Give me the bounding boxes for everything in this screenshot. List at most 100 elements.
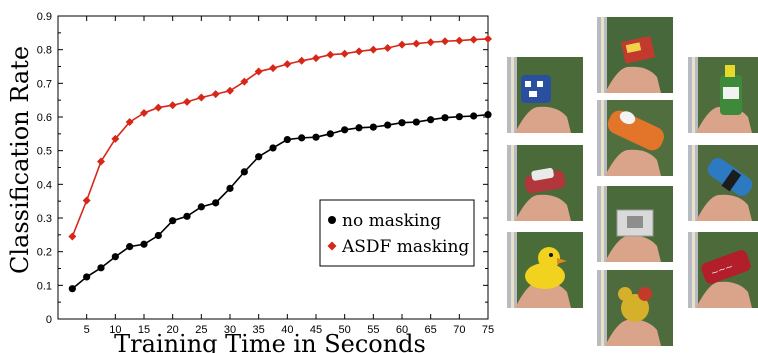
y-tick-label: 0.1 bbox=[37, 280, 52, 292]
object-image bbox=[597, 270, 673, 346]
data-point bbox=[383, 43, 392, 52]
y-tick-label: 0.5 bbox=[37, 146, 52, 158]
x-tick-label: 50 bbox=[339, 324, 351, 336]
data-point bbox=[484, 111, 492, 119]
plot-area: 0 0.1 0.2 0.3 0.4 0.5 0.6 0.7 0.8 0.9 5 10 15 20 25 30 3… bbox=[37, 11, 494, 336]
legend-box bbox=[319, 199, 475, 267]
data-point bbox=[126, 243, 134, 251]
x-tick-label: 5 bbox=[84, 324, 90, 336]
object-image bbox=[507, 57, 583, 133]
data-point bbox=[312, 54, 320, 63]
x-tick-label: 70 bbox=[453, 324, 465, 336]
line-chart: Classification Rate Training Time in Sec… bbox=[6, 11, 494, 353]
x-tick-label: 75 bbox=[482, 324, 494, 336]
plot-frame bbox=[57, 15, 489, 320]
object-image bbox=[507, 145, 583, 221]
x-tick-label: 45 bbox=[310, 324, 322, 336]
legend: no masking ASDF masking bbox=[319, 199, 475, 267]
y-axis-title: Classification Rate bbox=[6, 46, 34, 274]
data-point bbox=[398, 40, 406, 49]
object-image bbox=[688, 145, 758, 221]
data-point bbox=[355, 47, 363, 56]
data-point bbox=[427, 116, 435, 124]
y-tick-label: 0.7 bbox=[37, 78, 52, 90]
data-point bbox=[240, 77, 249, 86]
data-point bbox=[169, 217, 177, 225]
data-point bbox=[269, 64, 277, 73]
data-point bbox=[154, 231, 162, 240]
data-point bbox=[412, 118, 420, 126]
y-tick-label: 0 bbox=[46, 314, 52, 326]
data-point bbox=[340, 49, 349, 58]
object-image bbox=[597, 186, 673, 262]
data-point bbox=[283, 135, 291, 144]
data-point bbox=[111, 134, 120, 143]
x-tick-label: 25 bbox=[195, 324, 207, 336]
object-image: ~~~ bbox=[688, 232, 758, 308]
x-axis-title: Training Time in Seconds bbox=[114, 330, 426, 353]
data-point bbox=[255, 153, 263, 161]
data-point bbox=[484, 34, 492, 43]
x-tick-label: 65 bbox=[425, 324, 437, 336]
x-tick-label: 35 bbox=[253, 324, 265, 336]
y-tick-label: 0.3 bbox=[37, 213, 52, 225]
x-tick-label: 10 bbox=[109, 324, 121, 336]
data-point bbox=[341, 126, 349, 134]
legend-label: ASDF masking bbox=[341, 237, 469, 257]
legend-marker bbox=[327, 241, 337, 251]
data-point bbox=[441, 114, 449, 122]
object-thumbnail bbox=[597, 186, 673, 262]
object-thumbnail bbox=[597, 17, 673, 93]
data-point bbox=[312, 133, 320, 141]
y-tick-label: 0.2 bbox=[37, 247, 52, 259]
data-point bbox=[355, 124, 363, 132]
x-tick-label: 55 bbox=[367, 324, 379, 336]
object-thumbnail bbox=[507, 145, 583, 221]
data-point bbox=[469, 35, 478, 44]
x-tick-label: 40 bbox=[281, 324, 293, 336]
data-point bbox=[298, 134, 306, 142]
data-point bbox=[68, 285, 76, 293]
data-point bbox=[441, 37, 449, 46]
object-image bbox=[597, 100, 673, 176]
data-point bbox=[183, 97, 191, 106]
y-tick-label: 0.8 bbox=[37, 45, 52, 57]
data-point bbox=[197, 93, 206, 102]
x-tick-label: 20 bbox=[167, 324, 179, 336]
data-point bbox=[97, 157, 105, 166]
data-point bbox=[369, 45, 378, 54]
object-thumbnail bbox=[688, 145, 758, 221]
object-thumbnail bbox=[597, 270, 673, 346]
data-point bbox=[297, 56, 306, 65]
x-tick-label: 30 bbox=[224, 324, 236, 336]
data-point bbox=[283, 60, 292, 69]
object-image bbox=[688, 57, 758, 133]
data-point bbox=[140, 108, 148, 117]
data-point bbox=[326, 130, 334, 138]
data-point bbox=[211, 90, 220, 99]
data-point bbox=[269, 144, 277, 152]
data-point bbox=[240, 168, 248, 176]
object-thumbnail bbox=[597, 100, 673, 176]
x-tick-label: 60 bbox=[396, 324, 408, 336]
legend-label: no masking bbox=[342, 211, 441, 231]
object-thumbnail bbox=[507, 232, 583, 308]
data-point bbox=[154, 103, 163, 112]
x-tick-label: 15 bbox=[138, 324, 150, 336]
data-point bbox=[455, 36, 464, 45]
y-tick-label: 0.6 bbox=[37, 112, 52, 124]
data-point bbox=[212, 199, 220, 207]
data-point bbox=[197, 203, 205, 211]
data-point bbox=[125, 118, 134, 127]
data-point bbox=[226, 86, 234, 95]
data-point bbox=[470, 112, 478, 120]
data-point bbox=[111, 253, 119, 261]
object-thumbnail bbox=[507, 57, 583, 133]
legend-marker bbox=[328, 216, 336, 224]
data-point bbox=[254, 67, 263, 76]
data-point bbox=[83, 273, 91, 281]
y-tick-label: 0.9 bbox=[37, 11, 52, 23]
data-point bbox=[412, 39, 421, 48]
data-point bbox=[168, 101, 177, 110]
data-point bbox=[140, 240, 148, 248]
